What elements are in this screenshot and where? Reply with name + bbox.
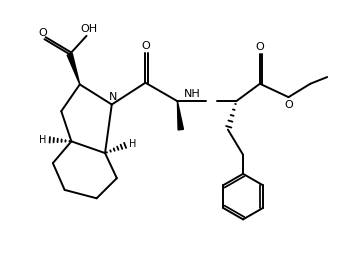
Text: NH: NH [184, 89, 201, 99]
Polygon shape [177, 101, 184, 130]
Text: N: N [109, 92, 117, 102]
Text: O: O [141, 41, 150, 51]
Text: H: H [129, 139, 136, 149]
Text: O: O [39, 28, 47, 38]
Text: O: O [284, 100, 293, 110]
Text: O: O [256, 42, 264, 52]
Text: H: H [39, 135, 46, 145]
Text: OH: OH [80, 24, 97, 34]
Polygon shape [67, 54, 80, 84]
